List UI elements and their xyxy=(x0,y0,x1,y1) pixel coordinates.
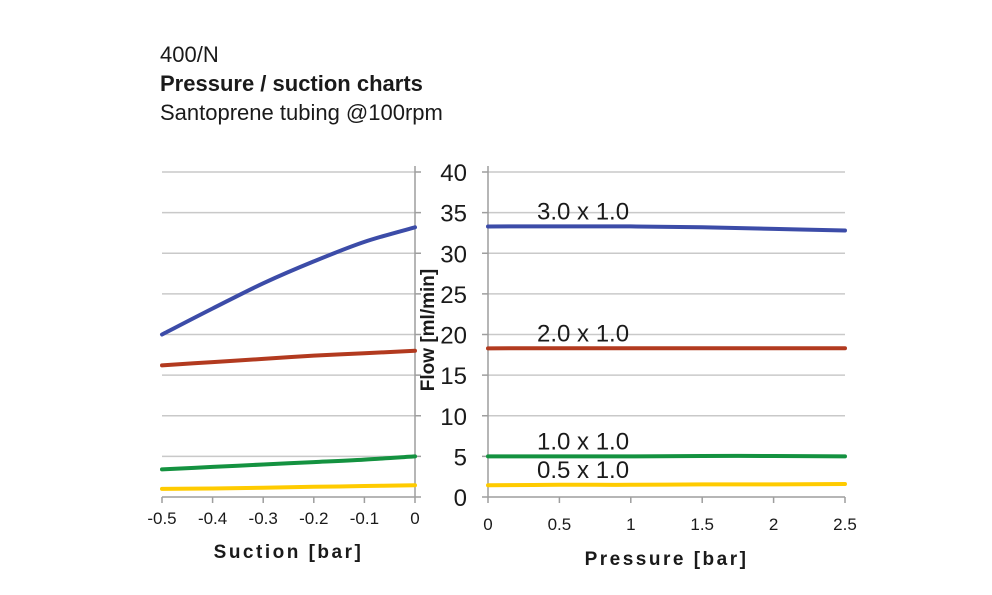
pressure-chart: 0 0.5 1 1.5 2 2.5 3.0 x 1.0 2.0 x 1.0 1.0 x 1.00… xyxy=(482,166,857,570)
x-tick-label: 1.5 xyxy=(690,515,714,534)
x-tick-label: -0.5 xyxy=(147,509,176,528)
x-tick-label: 2.5 xyxy=(833,515,857,534)
y-axis-title: Flow [ml/min] xyxy=(418,269,439,391)
y-axis-labels: 0 5 10 15 20 25 30 35 40 Flow [ml/min] xyxy=(418,160,467,512)
gridlines xyxy=(162,171,415,458)
y-tick-label: 15 xyxy=(440,363,467,390)
series-line-3.0x1.0 xyxy=(486,224,847,233)
x-tick-label: -0.3 xyxy=(249,509,278,528)
y-tick-label: 20 xyxy=(440,323,467,350)
y-tick-label: 30 xyxy=(440,241,467,268)
series-line-1.0x1.0 xyxy=(160,454,417,472)
x-tick-label: 1 xyxy=(626,515,635,534)
y-tick-label: 35 xyxy=(440,201,467,228)
y-tick-label: 5 xyxy=(454,444,467,471)
x-tick-label: 2 xyxy=(769,515,778,534)
x-tick-label: 0 xyxy=(410,509,419,528)
x-tick-label: -0.2 xyxy=(299,509,328,528)
series-line-0.5x1.0 xyxy=(486,482,847,488)
chart-header: 400/N Pressure / suction charts Santopre… xyxy=(160,40,443,127)
page-title: Pressure / suction charts xyxy=(160,71,423,96)
model-number: 400/N xyxy=(160,42,219,67)
series-label: 1.0 x 1.0 xyxy=(537,428,629,455)
x-tick-label: -0.4 xyxy=(198,509,227,528)
series-line-3.0x1.0 xyxy=(160,225,417,337)
suction-chart: -0.5 -0.4 -0.3 -0.2 -0.1 0 Suction [bar] xyxy=(147,166,421,563)
x-axis-title: Suction [bar] xyxy=(214,542,364,563)
page-subtitle: Santoprene tubing @100rpm xyxy=(160,100,443,125)
x-axis-title: Pressure [bar] xyxy=(585,549,749,570)
x-tick-label: 0.5 xyxy=(548,515,572,534)
series-label: 0.5 x 1.0 xyxy=(537,457,629,484)
x-tick-label: -0.1 xyxy=(350,509,379,528)
series-label: 3.0 x 1.0 xyxy=(537,198,629,225)
x-tick-label: 0 xyxy=(483,515,492,534)
series-label: 2.0 x 1.0 xyxy=(537,320,629,347)
y-tick-label: 10 xyxy=(440,404,467,431)
y-tick-label: 40 xyxy=(440,160,467,187)
y-tick-label: 25 xyxy=(440,282,467,309)
series-line-2.0x1.0 xyxy=(160,348,417,368)
y-tick-label: 0 xyxy=(454,485,467,512)
series-line-0.5x1.0 xyxy=(160,483,417,491)
